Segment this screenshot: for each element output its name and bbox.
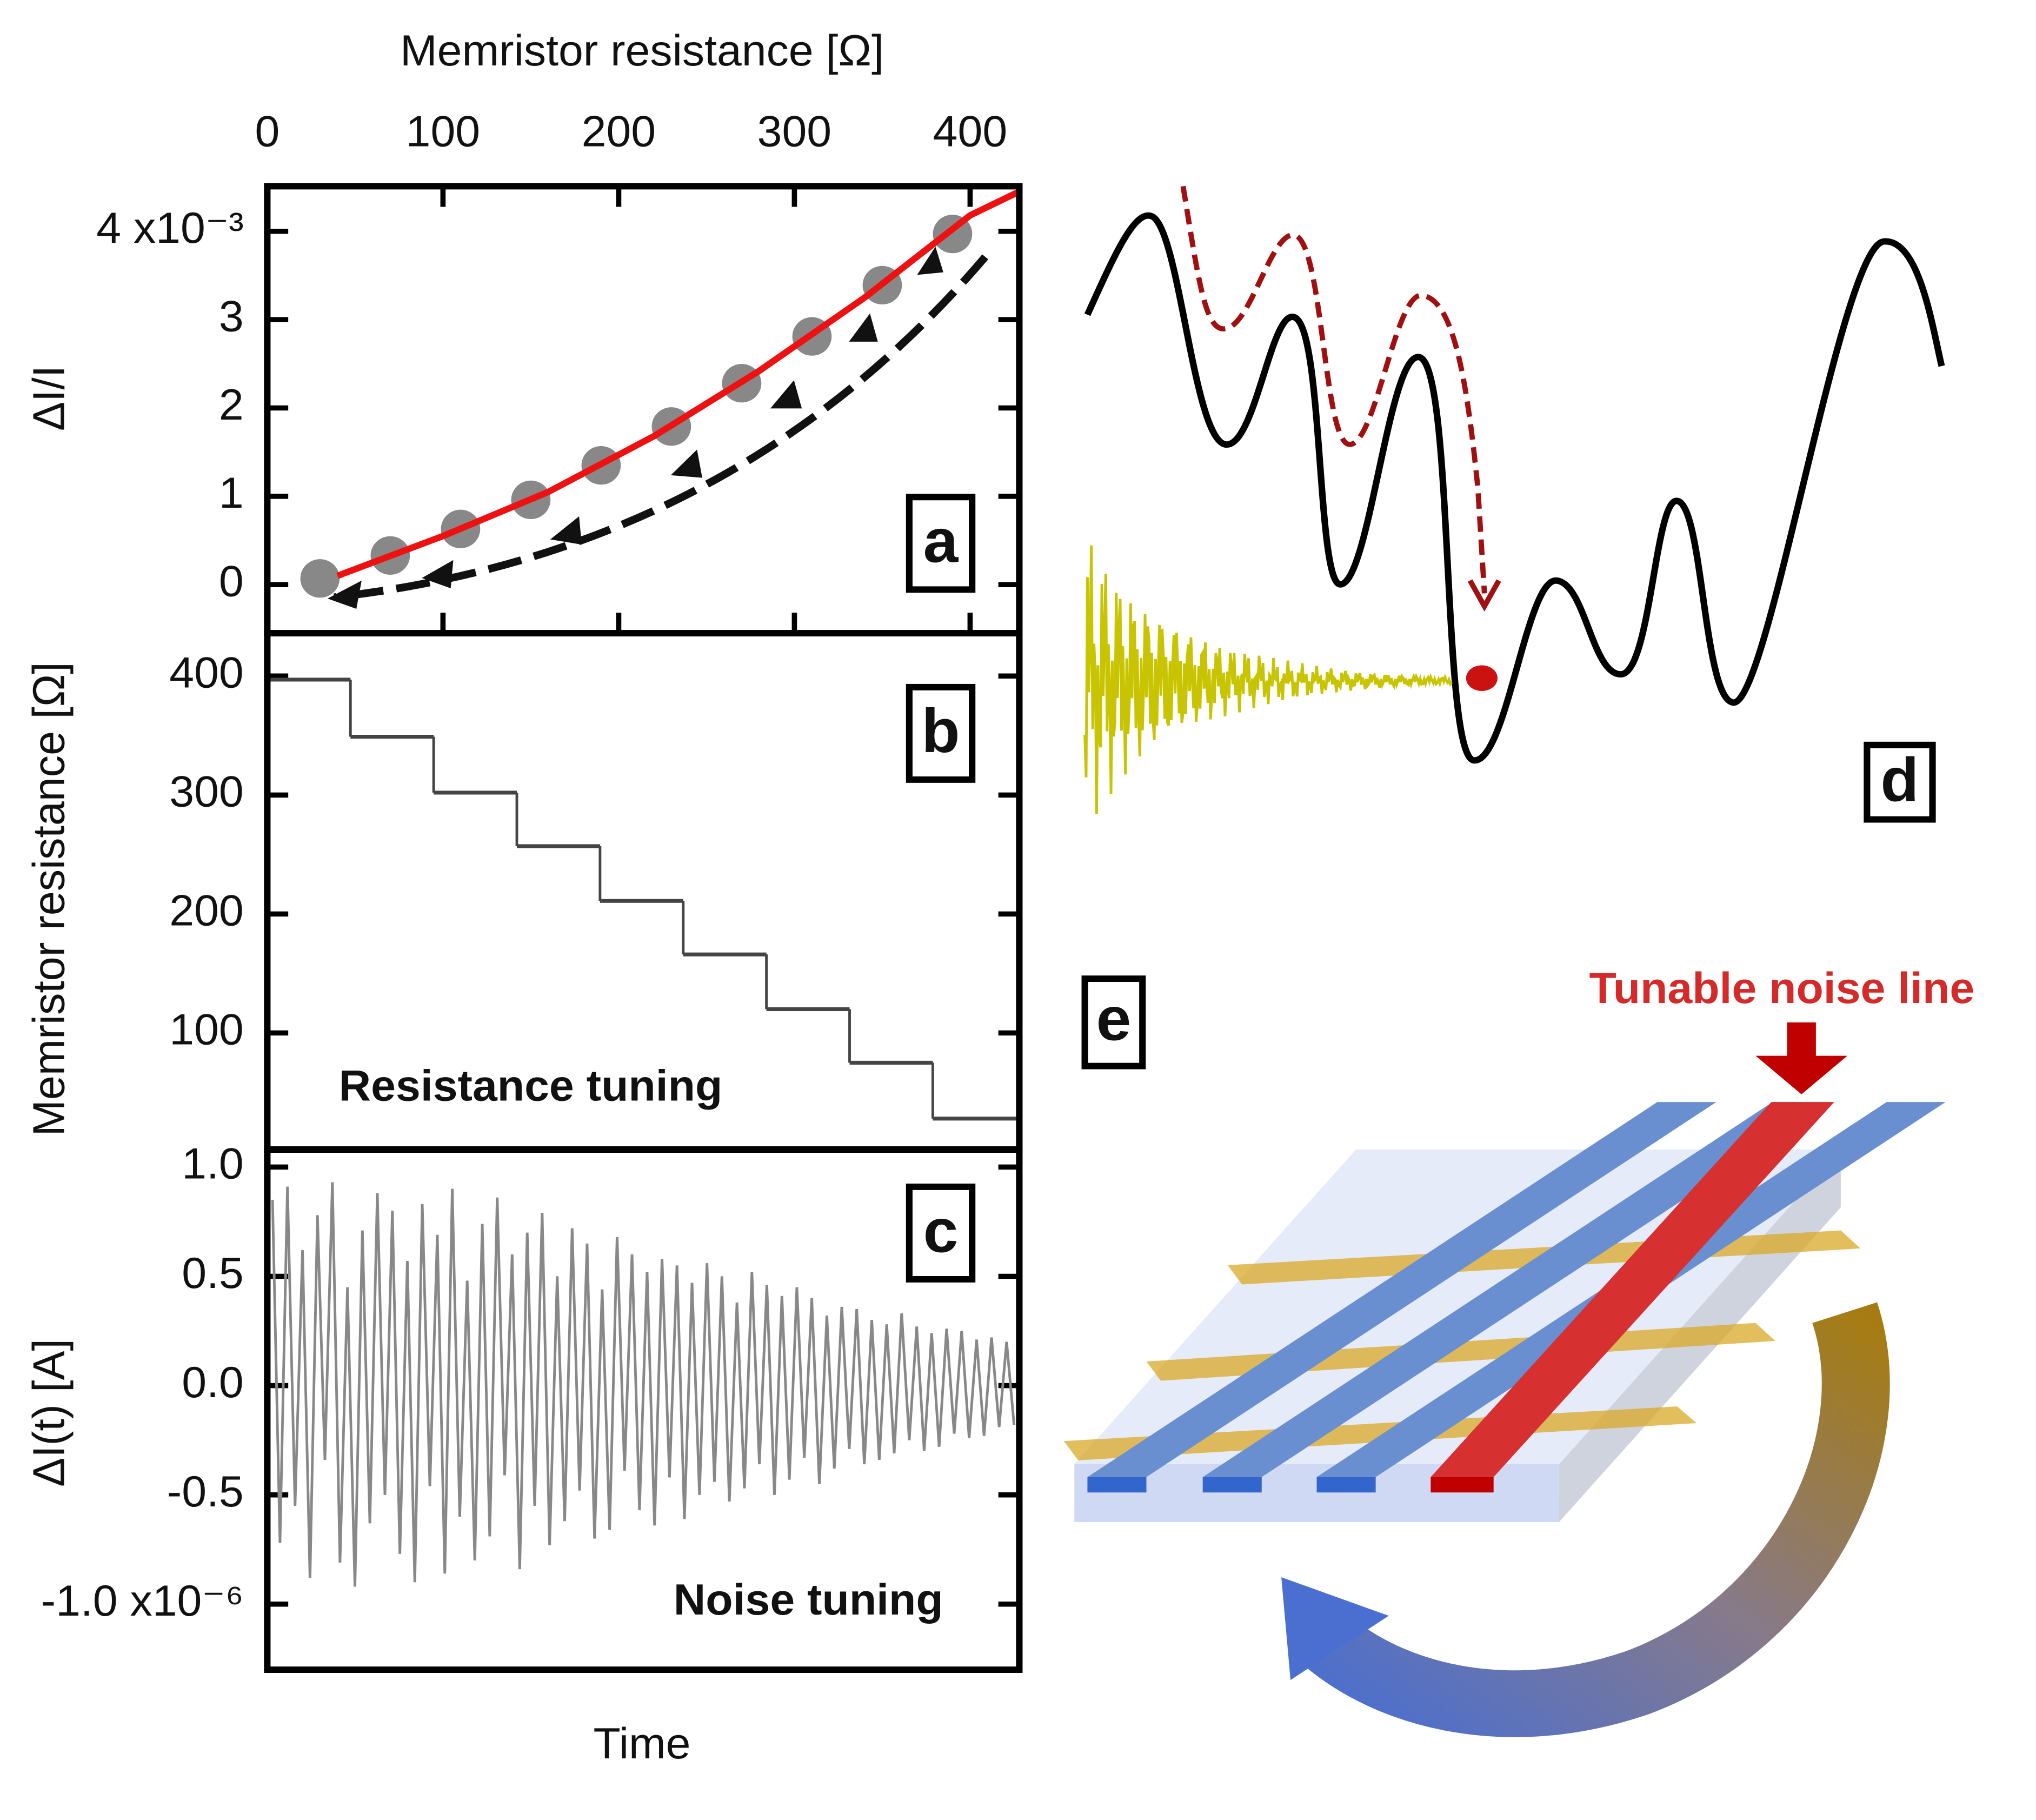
y-tick-label: 400: [169, 648, 243, 697]
y-axis-label: ΔI/I: [24, 366, 74, 431]
y-tick-label: 3: [219, 292, 244, 341]
noise-electrode: [1430, 1477, 1494, 1493]
x-tick-label: 100: [406, 107, 480, 156]
trajectory: [1180, 185, 1487, 594]
panel-label: b: [921, 697, 960, 766]
arrow-heads: [327, 247, 943, 609]
y-tick-label: 300: [169, 767, 243, 816]
y-tick-label: 0.0: [182, 1358, 244, 1407]
panel-label-box: [906, 1183, 976, 1283]
particle: [1466, 665, 1498, 691]
landscape-curve: [1084, 212, 1945, 764]
x-axis-label: Time: [593, 1719, 690, 1768]
panel-label: a: [923, 507, 959, 576]
noise-trace: [271, 1182, 1016, 1587]
panel-label: d: [1880, 746, 1919, 815]
y-tick-label: 0: [219, 557, 244, 606]
top-electrode: [1087, 1477, 1147, 1493]
plot-frame: [264, 1146, 1023, 1673]
top-electrode: [1202, 1102, 1832, 1477]
noise-electrode: [1430, 1102, 1834, 1477]
y-tick-label: 200: [169, 886, 243, 935]
y-tick-label: 100: [169, 1005, 243, 1054]
panel-label-box: [906, 683, 976, 783]
plot-area: [271, 1182, 1016, 1587]
panel-label-box: [1081, 975, 1146, 1070]
y-axis-label: Memristor resistance [Ω]: [24, 662, 74, 1136]
energy-landscape: d: [1083, 185, 1945, 823]
noise-signal: [1083, 545, 1453, 814]
x-tick-label: 300: [757, 107, 831, 156]
annotation: Noise tuning: [674, 1576, 943, 1624]
fit-line: [336, 188, 1021, 579]
y-tick-label: -1.0 x10⁻⁶: [41, 1577, 244, 1625]
crossbar: e Tunable noise line: [1063, 964, 1975, 1737]
annotation: Resistance tuning: [339, 1061, 723, 1110]
y-tick-label: 0.5: [182, 1249, 244, 1298]
x-tick-label: 400: [933, 107, 1007, 156]
panel: 100 200 300 400 Memristor resistance [Ω] b Res…: [24, 630, 1023, 1153]
panel-label-box: [906, 494, 976, 593]
y-axis-label: ΔI(t) [A]: [24, 1339, 74, 1487]
y-tick-label: 2: [219, 381, 244, 429]
panel-label: e: [1096, 985, 1132, 1053]
x-tick-label: 0: [255, 107, 280, 156]
cycle-arrow: [1300, 1302, 1890, 1737]
top-electrode: [1316, 1477, 1376, 1493]
y-tick-label: 1: [219, 469, 244, 517]
panel: -1.0 x10⁻⁶ -0.5 0.0 0.5 1.0 ΔI(t) [A] Time c Noi…: [24, 1139, 1023, 1768]
y-tick-label: 1.0: [182, 1139, 244, 1188]
cycle-arrow-head: [1281, 1577, 1389, 1680]
top-electrodes: [1087, 1102, 1946, 1493]
axis-title: Memristor resistance [Ω]: [400, 26, 884, 75]
top-electrode: [1087, 1102, 1716, 1477]
plot-area: [267, 677, 1020, 1121]
panel-label-box: [1864, 741, 1936, 823]
plot-area: [300, 188, 1021, 598]
y-tick-label: 4 x10⁻³: [96, 204, 243, 253]
panel-label: c: [923, 1197, 959, 1265]
data-point: [300, 559, 340, 598]
x-tick-label: 200: [582, 107, 656, 156]
trajectory-head: [1467, 579, 1501, 612]
noise-line-label: Tunable noise line: [1589, 964, 1975, 1013]
y-tick-label: -0.5: [167, 1467, 244, 1516]
noise-line-arrow: [1755, 1022, 1848, 1094]
top-electrode: [1202, 1477, 1262, 1493]
